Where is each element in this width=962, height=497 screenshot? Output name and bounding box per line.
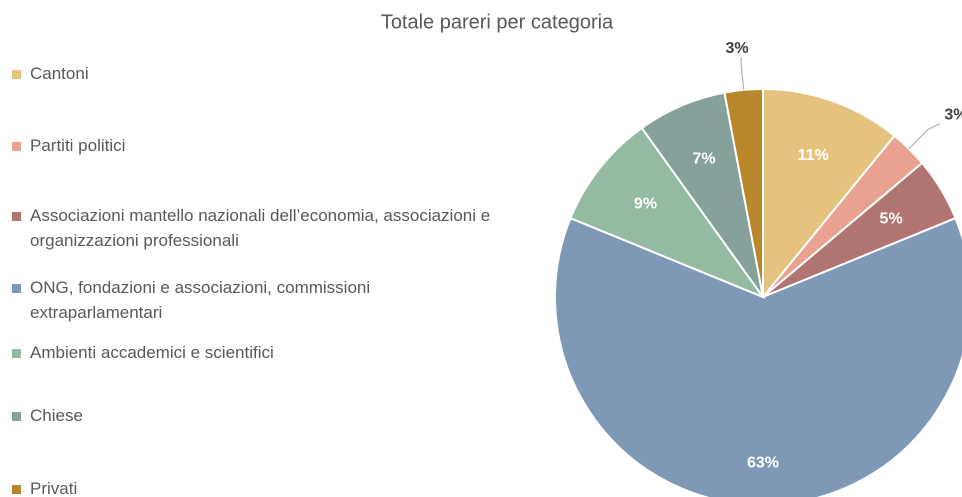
legend-label: Cantoni: [30, 64, 89, 83]
legend-label: Chiese: [30, 406, 83, 425]
legend-swatch: [12, 349, 21, 358]
legend-label: Privati: [30, 479, 78, 497]
data-label: 3%: [944, 107, 962, 124]
data-label: 9%: [634, 195, 657, 212]
leader-line: [908, 123, 941, 150]
legend-item: Partiti politici: [12, 133, 502, 158]
legend-swatch: [12, 212, 21, 221]
data-label: 7%: [693, 151, 716, 168]
legend-item: ONG, fondazioni e associazioni, commissi…: [12, 275, 502, 325]
chart-title: Totale pareri per categoria: [381, 11, 614, 33]
legend-swatch: [12, 284, 21, 293]
pie-slice: [723, 87, 764, 298]
legend-item: Privati: [12, 476, 502, 497]
legend-label: ONG, fondazioni e associazioni, commissi…: [30, 278, 371, 322]
legend-item: Cantoni: [12, 61, 502, 86]
pie-slice: [554, 216, 962, 497]
legend-swatch: [12, 412, 21, 421]
pie-slice: [762, 87, 896, 300]
data-label: 11%: [798, 147, 829, 164]
data-label: 63%: [747, 455, 779, 472]
legend-item: Ambienti accademici e scientifici: [12, 340, 502, 365]
pie-slice: [569, 126, 766, 300]
data-label: 5%: [880, 211, 903, 228]
data-label: 3%: [726, 40, 749, 57]
legend-label: Ambienti accademici e scientifici: [30, 343, 274, 362]
legend-item: Associazioni mantello nazionali dell’eco…: [12, 203, 502, 253]
legend-label: Associazioni mantello nazionali dell’eco…: [30, 206, 491, 250]
legend-swatch: [12, 485, 21, 494]
legend-label: Partiti politici: [30, 136, 126, 155]
legend-swatch: [12, 142, 21, 151]
leader-line: [740, 56, 745, 90]
legend-item: Chiese: [12, 403, 502, 428]
legend-swatch: [12, 70, 21, 79]
